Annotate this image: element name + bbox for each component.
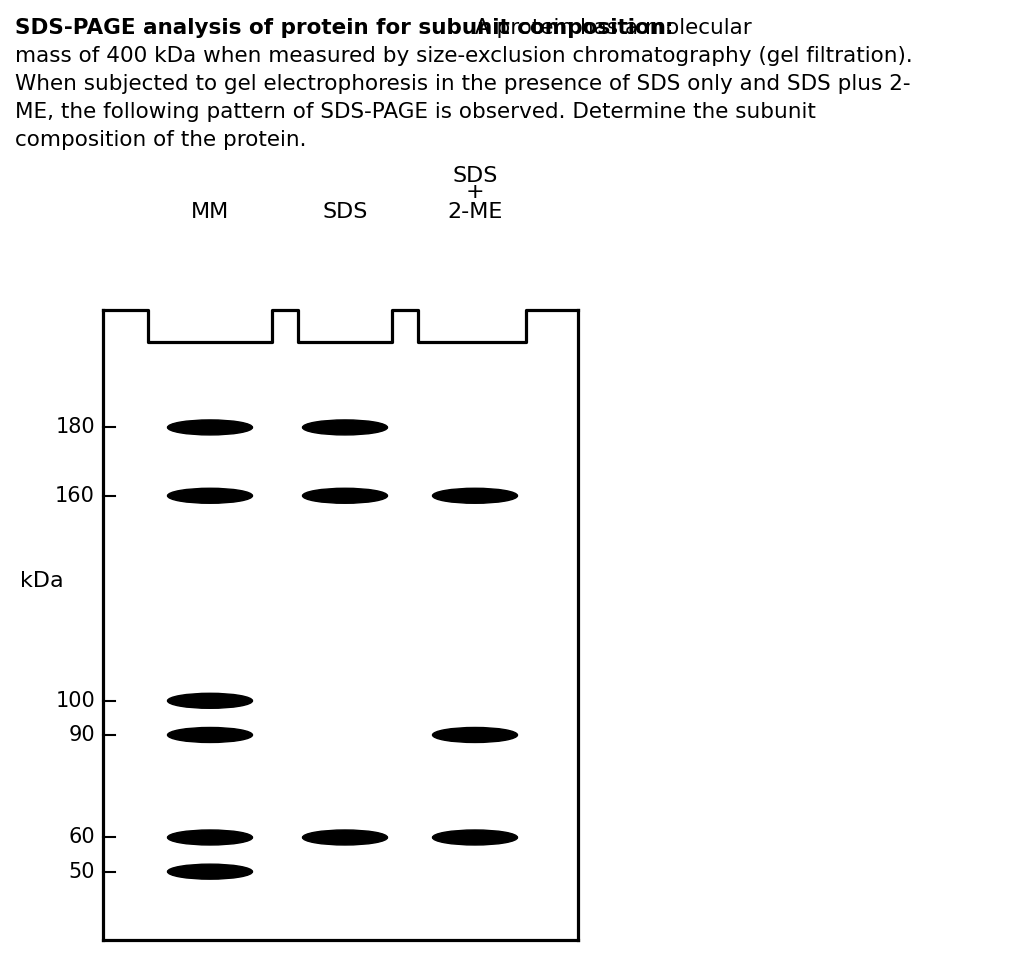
Text: ME, the following pattern of SDS-PAGE is observed. Determine the subunit: ME, the following pattern of SDS-PAGE is… (15, 102, 816, 122)
Text: SDS: SDS (453, 166, 498, 186)
Ellipse shape (168, 488, 253, 504)
Text: kDa: kDa (20, 571, 63, 591)
Text: 50: 50 (69, 862, 95, 881)
Ellipse shape (168, 420, 253, 435)
Ellipse shape (302, 488, 387, 504)
Text: 2-ME: 2-ME (447, 202, 503, 222)
Text: A protein has a molecular: A protein has a molecular (468, 18, 752, 38)
Text: 160: 160 (55, 486, 95, 506)
Ellipse shape (432, 728, 517, 742)
Ellipse shape (302, 420, 387, 435)
Text: +: + (466, 182, 484, 202)
Text: SDS: SDS (323, 202, 368, 222)
Text: composition of the protein.: composition of the protein. (15, 130, 306, 150)
Ellipse shape (168, 693, 253, 708)
Ellipse shape (168, 830, 253, 845)
Ellipse shape (432, 488, 517, 504)
Text: When subjected to gel electrophoresis in the presence of SDS only and SDS plus 2: When subjected to gel electrophoresis in… (15, 74, 910, 94)
Text: 90: 90 (69, 725, 95, 745)
Text: 60: 60 (69, 828, 95, 847)
Text: 180: 180 (55, 418, 95, 437)
Ellipse shape (302, 830, 387, 845)
Ellipse shape (168, 864, 253, 880)
Text: 100: 100 (55, 691, 95, 711)
Ellipse shape (168, 728, 253, 742)
Text: SDS-PAGE analysis of protein for subunit composition:: SDS-PAGE analysis of protein for subunit… (15, 18, 674, 38)
Ellipse shape (432, 830, 517, 845)
Text: mass of 400 kDa when measured by size-exclusion chromatography (gel filtration).: mass of 400 kDa when measured by size-ex… (15, 46, 912, 66)
Text: MM: MM (190, 202, 229, 222)
